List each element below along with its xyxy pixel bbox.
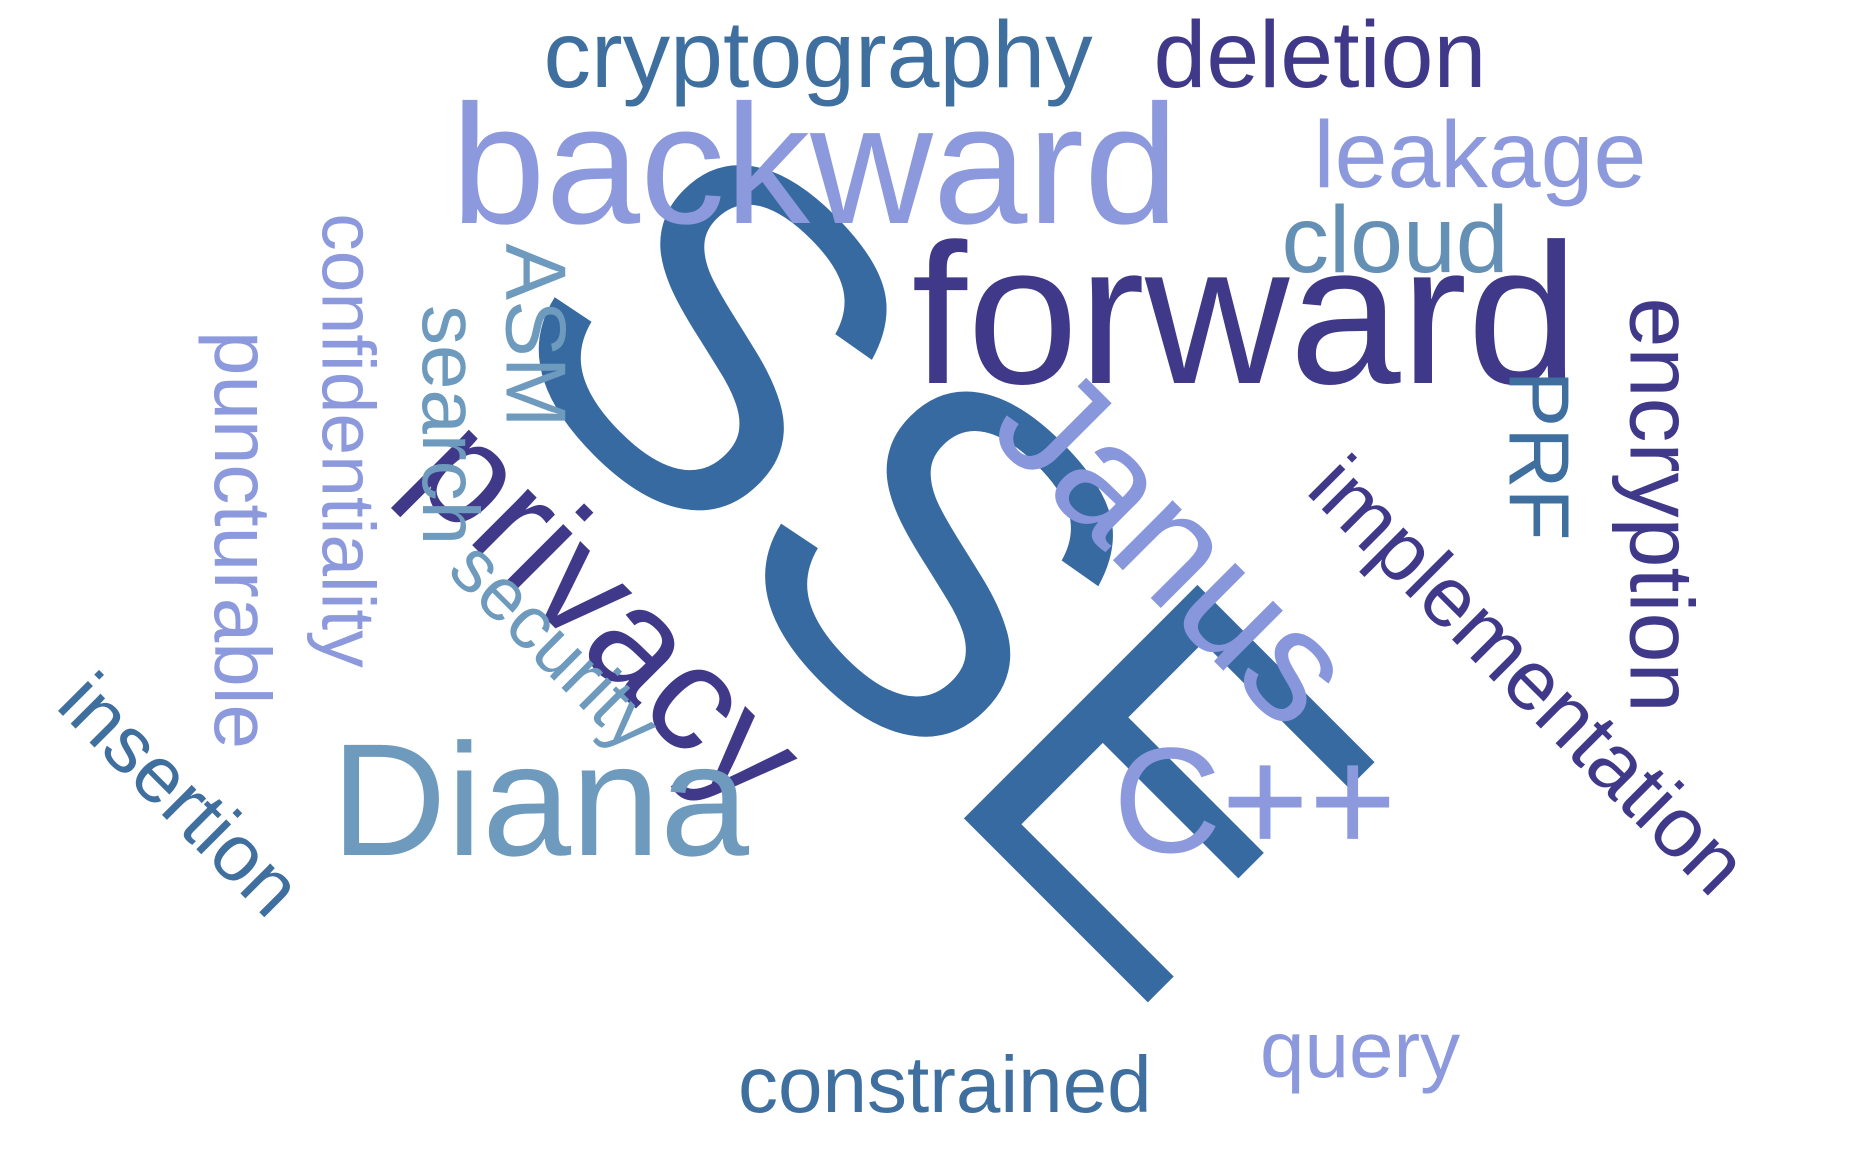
word-leakage: leakage <box>1313 101 1647 208</box>
word-prf: PRF <box>1490 370 1586 540</box>
word-search: search <box>406 304 496 546</box>
word-cloud-term: cloud <box>1281 186 1509 293</box>
word-cpp: C++ <box>1113 716 1397 884</box>
word-query: query <box>1260 1005 1461 1094</box>
word-confidentiality: confidentiality <box>306 212 391 668</box>
word-backward: backward <box>451 70 1179 260</box>
word-encryption: encryption <box>1610 297 1711 713</box>
word-deletion: deletion <box>1153 1 1487 108</box>
word-asm: ASM <box>487 242 583 428</box>
word-forward: forward <box>911 203 1579 426</box>
word-diana: Diana <box>331 710 750 889</box>
word-cryptography: cryptography <box>543 1 1093 108</box>
word-constrained: constrained <box>738 1040 1152 1129</box>
word-puncturable: puncturable <box>198 330 288 750</box>
